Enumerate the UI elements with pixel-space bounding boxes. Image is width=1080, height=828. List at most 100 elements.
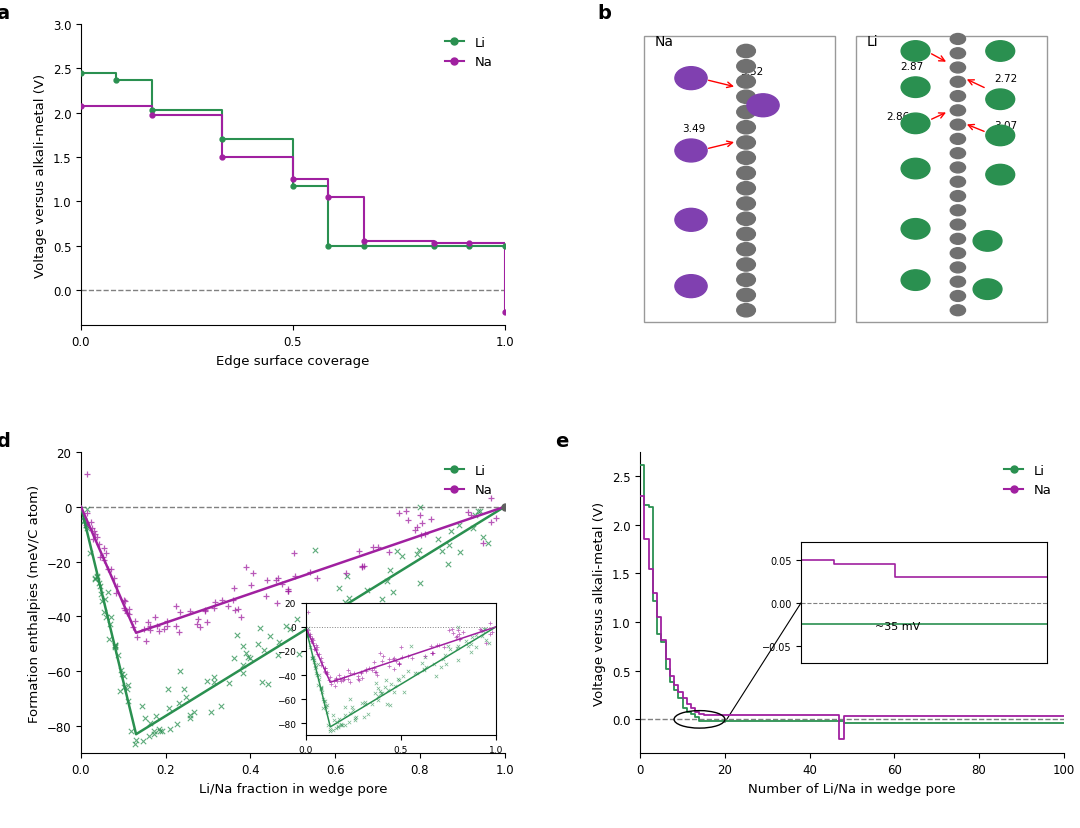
Circle shape [950,191,966,202]
Point [106,639,123,652]
Point [135,623,152,637]
Point [126,614,144,628]
Point [353,561,370,574]
Point [112,664,130,677]
Point [280,582,297,595]
Circle shape [950,177,966,188]
Point [85,525,103,538]
Point [413,528,430,542]
Point [441,539,458,552]
Circle shape [737,289,755,302]
Point [100,633,118,647]
Text: 3.07: 3.07 [994,121,1017,131]
Circle shape [737,258,755,272]
Point [316,604,334,618]
Point [234,640,252,653]
Point [150,722,167,735]
Point [205,676,222,689]
Circle shape [950,306,966,316]
Circle shape [737,106,755,119]
Point [138,634,156,647]
Point [253,676,270,689]
Point [93,595,110,608]
Point [107,640,124,653]
Point [181,711,199,724]
Circle shape [675,209,707,232]
Point [79,522,96,535]
Point [202,705,219,719]
Circle shape [737,198,755,211]
Circle shape [950,134,966,145]
Point [464,522,482,535]
Point [134,700,151,713]
Point [116,594,133,607]
Point [462,509,480,522]
Point [467,509,484,522]
Circle shape [986,90,1015,110]
FancyBboxPatch shape [856,37,1047,323]
Circle shape [950,277,966,288]
Point [443,524,460,537]
Point [89,571,106,585]
Point [107,638,124,652]
Point [460,506,477,519]
Circle shape [950,106,966,117]
Point [117,604,134,617]
Point [102,618,119,631]
Legend: Li, Na: Li, Na [440,459,498,502]
Legend: Li, Na: Li, Na [998,459,1057,502]
Point [116,595,133,608]
Circle shape [737,243,755,257]
Circle shape [950,234,966,245]
Point [257,590,274,603]
Point [146,727,163,740]
Circle shape [950,220,966,231]
Point [82,516,99,529]
Point [355,560,373,573]
Point [129,631,146,644]
Point [249,638,267,651]
Point [267,574,284,587]
Point [77,518,94,532]
Point [103,563,120,576]
Point [116,681,133,694]
Point [148,619,165,633]
Point [124,620,141,633]
Point [285,547,302,561]
Circle shape [950,248,966,259]
Point [480,537,497,551]
Point [127,734,145,747]
Point [422,513,440,526]
Circle shape [737,167,755,181]
Circle shape [737,46,755,59]
Point [339,570,356,583]
Text: 2.86: 2.86 [886,112,909,122]
Point [122,724,139,738]
Point [307,543,324,556]
Point [397,505,415,518]
Circle shape [675,68,707,90]
Point [450,519,468,532]
Point [300,601,318,614]
Point [160,683,177,696]
Y-axis label: Voltage versus alkali-metal (V): Voltage versus alkali-metal (V) [35,74,48,277]
Point [109,648,126,662]
Circle shape [901,271,930,291]
Circle shape [986,126,1015,147]
Point [79,468,96,481]
Point [172,665,189,678]
Point [411,500,429,513]
Point [400,513,417,527]
Circle shape [737,137,755,150]
Point [411,576,429,590]
Point [197,605,214,619]
Point [106,571,123,585]
Point [158,615,175,628]
Point [259,677,276,691]
Point [409,521,427,534]
Point [96,593,113,606]
Circle shape [950,49,966,60]
Text: e: e [555,431,569,450]
Point [227,604,244,617]
Point [281,623,298,636]
